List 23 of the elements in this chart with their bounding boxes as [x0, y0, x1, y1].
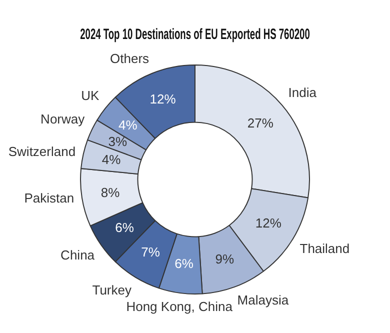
slice-label: UK: [81, 88, 100, 104]
slice-label: Others: [110, 51, 150, 66]
data-label: 3%: [108, 134, 128, 149]
slice-label: India: [288, 85, 318, 100]
slice-label: China: [60, 248, 96, 263]
slice-label: Hong Kong, China: [126, 299, 234, 314]
chart-title: 2024 Top 10 Destinations of EU Exported HS 760200: [80, 26, 310, 43]
slice-label: Pakistan: [24, 190, 74, 206]
data-label: 9%: [215, 252, 234, 267]
data-label: 8%: [100, 184, 120, 200]
data-label: 7%: [141, 244, 160, 260]
data-label: 4%: [102, 152, 122, 167]
slice-label: Malaysia: [237, 292, 290, 308]
data-label: 27%: [247, 115, 274, 130]
slice-label: Turkey: [92, 282, 132, 298]
slice-label: Thailand: [300, 241, 350, 256]
data-label: 4%: [118, 118, 138, 133]
data-label: 12%: [255, 216, 282, 231]
slice-label: Norway: [40, 111, 86, 126]
data-label: 12%: [150, 91, 176, 106]
data-label: 6%: [174, 256, 194, 272]
slice-label: Switzerland: [8, 144, 76, 159]
data-label: 6%: [115, 220, 134, 236]
